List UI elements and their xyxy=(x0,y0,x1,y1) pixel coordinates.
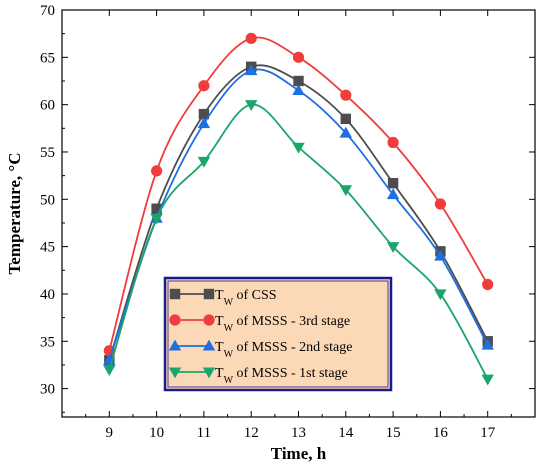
data-point xyxy=(386,188,400,200)
data-point xyxy=(434,289,447,301)
data-point xyxy=(292,142,305,154)
data-point xyxy=(197,117,211,129)
data-point xyxy=(387,178,399,189)
x-tick-label: 9 xyxy=(106,425,114,441)
legend-label-suffix: of CSS xyxy=(233,288,277,303)
data-point xyxy=(481,374,494,386)
y-tick-label: 35 xyxy=(40,334,55,350)
legend-inner-border xyxy=(167,280,389,388)
data-point xyxy=(482,278,494,291)
legend-label: TW of MSSS - 1st stage xyxy=(215,366,348,386)
legend-marker xyxy=(168,367,182,379)
data-point xyxy=(340,89,352,101)
legend-label-subscript: W xyxy=(224,323,234,334)
legend-item: TW of CSS xyxy=(169,288,277,308)
x-tick-label: 17 xyxy=(480,425,496,441)
y-tick-label: 65 xyxy=(40,50,55,66)
x-tick-label: 12 xyxy=(244,425,259,441)
data-point xyxy=(434,198,446,210)
y-tick-label: 50 xyxy=(40,192,55,208)
data-point xyxy=(292,51,305,63)
legend-marker xyxy=(169,288,181,300)
legend-label-main: T xyxy=(215,340,224,355)
series-layer xyxy=(103,32,494,386)
data-point xyxy=(245,32,257,44)
legend-marker xyxy=(203,314,215,326)
y-axis-title: Temperature, °C xyxy=(5,152,24,274)
legend-label-suffix: of MSSS - 3rd stage xyxy=(233,314,350,329)
x-tick-label: 11 xyxy=(197,425,211,441)
y-tick-label: 55 xyxy=(40,145,55,161)
data-point xyxy=(339,126,353,138)
data-point xyxy=(292,84,305,95)
data-point xyxy=(198,80,210,92)
legend-marker xyxy=(168,339,182,351)
legend-marker xyxy=(169,314,181,326)
legend-label-main: T xyxy=(215,288,224,303)
legend-label-suffix: of MSSS - 2nd stage xyxy=(233,340,352,355)
x-tick-label: 15 xyxy=(386,425,401,441)
data-point xyxy=(103,365,116,377)
x-tick-label: 16 xyxy=(433,425,449,441)
legend-label-main: T xyxy=(215,314,224,329)
data-point xyxy=(244,100,258,111)
legend-label: TW of CSS xyxy=(215,288,277,308)
legend-item: TW of MSSS - 2nd stage xyxy=(168,339,352,360)
data-point xyxy=(244,64,258,76)
data-point xyxy=(387,136,399,149)
y-tick-label: 60 xyxy=(40,98,55,114)
y-tick-label: 45 xyxy=(40,240,55,256)
y-tick-label: 70 xyxy=(40,3,55,19)
y-tick-label: 30 xyxy=(40,382,55,398)
data-point xyxy=(481,338,494,350)
x-tick-label: 14 xyxy=(338,425,354,441)
legend-item: TW of MSSS - 3rd stage xyxy=(169,314,350,334)
axis-ticks: 9 10 11 12 13 14 15 16 17 30 35 40 45 50 55 60 65 70 xyxy=(40,3,535,441)
y-tick-label: 40 xyxy=(40,287,55,303)
x-axis-title: Time, h xyxy=(271,444,327,463)
x-tick-label: 13 xyxy=(291,425,306,441)
series-3 xyxy=(103,100,494,386)
legend-label-subscript: W xyxy=(224,375,234,386)
data-point xyxy=(434,249,447,261)
legend-label-subscript: W xyxy=(224,297,234,308)
legend-marker xyxy=(202,339,216,351)
legend-label-subscript: W xyxy=(224,349,234,360)
legend-marker xyxy=(203,288,215,300)
data-point xyxy=(340,113,352,125)
series-1 xyxy=(103,32,494,357)
data-point xyxy=(197,156,211,168)
legend-item: TW of MSSS - 1st stage xyxy=(168,366,348,386)
legend-marker xyxy=(202,367,216,379)
data-point xyxy=(151,165,163,177)
legend-label-main: T xyxy=(215,366,224,381)
data-point xyxy=(386,242,400,253)
data-point xyxy=(339,185,353,197)
legend-label: TW of MSSS - 3rd stage xyxy=(215,314,350,334)
legend-label-suffix: of MSSS - 1st stage xyxy=(233,366,348,381)
legend-label: TW of MSSS - 2nd stage xyxy=(215,340,352,360)
data-point xyxy=(150,213,163,225)
x-tick-label: 10 xyxy=(149,425,164,441)
